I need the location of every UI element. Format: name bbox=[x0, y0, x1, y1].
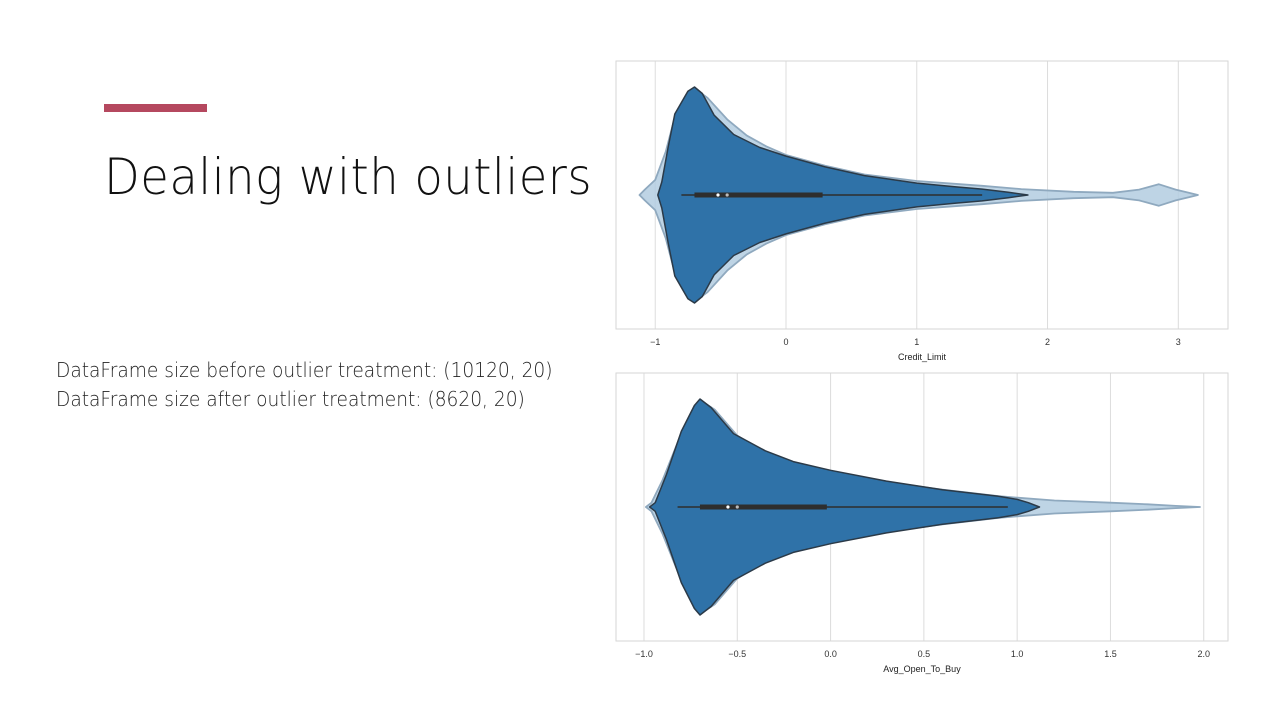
x-tick-label: 2.0 bbox=[1197, 649, 1210, 659]
x-tick-label: −0.5 bbox=[728, 649, 746, 659]
x-tick-label: 0.0 bbox=[824, 649, 837, 659]
box-iqr bbox=[699, 504, 827, 510]
box-median-dot bbox=[735, 505, 739, 509]
x-tick-label: 1.0 bbox=[1011, 649, 1024, 659]
size-after-line: DataFrame size after outlier treatment: … bbox=[56, 387, 525, 411]
x-tick-label: 3 bbox=[1176, 337, 1181, 347]
x-tick-label: −1.0 bbox=[635, 649, 653, 659]
box-median-dot bbox=[716, 193, 720, 197]
title-accent-bar bbox=[104, 104, 207, 112]
plot-frame bbox=[615, 60, 1229, 330]
x-tick-label: 0 bbox=[783, 337, 788, 347]
slide-title: Dealing with outliers bbox=[104, 148, 593, 206]
plot-frame bbox=[615, 372, 1229, 642]
size-before-line: DataFrame size before outlier treatment:… bbox=[56, 358, 553, 382]
x-axis-label: Avg_Open_To_Buy bbox=[883, 664, 961, 674]
box-iqr bbox=[694, 192, 823, 198]
x-tick-label: 1.5 bbox=[1104, 649, 1117, 659]
x-axis-label: Credit_Limit bbox=[898, 352, 947, 362]
x-tick-label: 1 bbox=[914, 337, 919, 347]
x-tick-label: −1 bbox=[650, 337, 660, 347]
x-tick-label: 0.5 bbox=[918, 649, 931, 659]
box-median-dot bbox=[726, 505, 730, 509]
box-median-dot bbox=[725, 193, 729, 197]
x-tick-label: 2 bbox=[1045, 337, 1050, 347]
dataframe-size-text: DataFrame size before outlier treatment:… bbox=[56, 356, 552, 414]
